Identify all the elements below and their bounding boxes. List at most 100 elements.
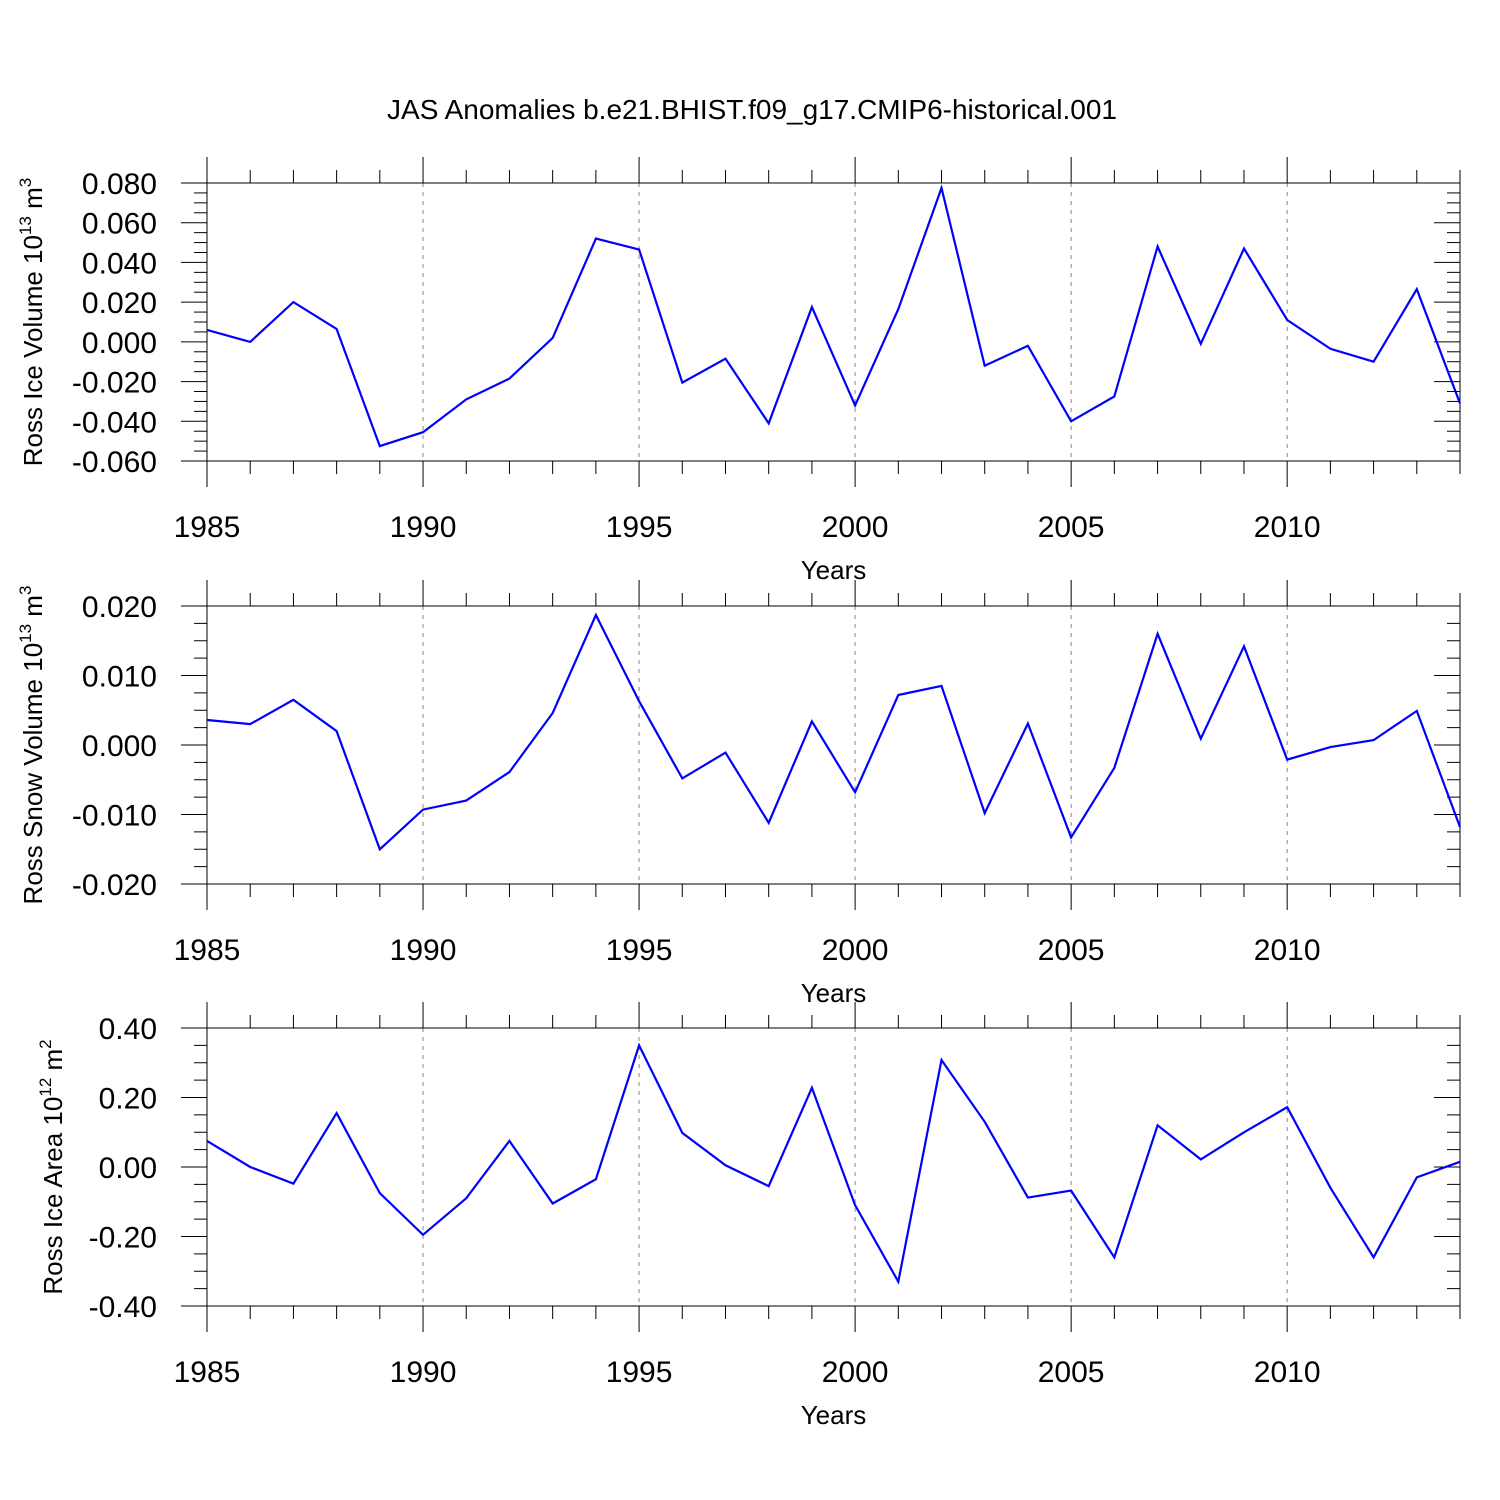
y-tick-label: -0.010: [72, 800, 157, 833]
y-tick-label: 0.40: [99, 1013, 157, 1046]
data-point: [1199, 1157, 1203, 1161]
data-point: [1026, 1196, 1030, 1200]
data-point: [551, 711, 555, 715]
data-point: [421, 808, 425, 812]
data-point: [940, 186, 944, 190]
data-point: [507, 770, 511, 774]
data-point: [1285, 758, 1289, 762]
data-point: [767, 1184, 771, 1188]
data-point: [1199, 737, 1203, 741]
x-tick-label: 1990: [390, 1356, 457, 1389]
data-point: [810, 305, 814, 309]
y-tick-label: -0.020: [72, 367, 157, 400]
y-tick-label: 0.020: [82, 287, 157, 320]
data-point: [594, 237, 598, 241]
data-point: [1156, 632, 1160, 636]
data-point: [205, 1139, 209, 1143]
data-point: [1285, 318, 1289, 322]
data-point: [1112, 766, 1116, 770]
x-tick-label: 1985: [174, 1356, 241, 1389]
y-axis-title-exponent: 13: [16, 624, 35, 643]
data-point: [637, 699, 641, 703]
y-tick-label: -0.040: [72, 406, 157, 439]
y-axis-title-exponent: 12: [36, 1078, 55, 1097]
data-point: [1372, 1255, 1376, 1259]
y-axis-title-exponent: 13: [16, 216, 35, 235]
data-point: [594, 1177, 598, 1181]
data-point: [507, 377, 511, 381]
data-point: [205, 328, 209, 332]
y-axis-title: Ross Ice Volume 1013 m3: [16, 178, 48, 467]
x-tick-label: 2000: [822, 511, 889, 544]
data-point: [421, 1233, 425, 1237]
y-axis-title-unit-exponent: 2: [36, 1039, 55, 1048]
data-point: [1415, 287, 1419, 291]
data-point: [940, 684, 944, 688]
y-axis-title-unit-exponent: 3: [16, 178, 35, 187]
y-tick-label: 0.000: [82, 730, 157, 763]
data-point: [248, 1165, 252, 1169]
data-point: [680, 381, 684, 385]
y-tick-label: 0.010: [82, 661, 157, 694]
data-point: [810, 1086, 814, 1090]
data-point: [1026, 344, 1030, 348]
data-point: [1285, 1105, 1289, 1109]
series-line: [206, 184, 1462, 448]
data-point: [983, 364, 987, 368]
y-tick-label: -0.060: [72, 446, 157, 479]
data-point: [810, 719, 814, 723]
x-tick-label: 2010: [1254, 934, 1321, 967]
data-point: [378, 1191, 382, 1195]
data-point: [1415, 1175, 1419, 1179]
data-point: [1199, 342, 1203, 346]
data-point: [248, 340, 252, 344]
data-point: [1069, 419, 1073, 423]
data-point: [464, 799, 468, 803]
data-point: [421, 430, 425, 434]
x-axis-title: Years: [801, 978, 867, 1008]
data-point: [335, 327, 339, 331]
data-point: [1458, 1160, 1462, 1164]
data-point: [1112, 1255, 1116, 1259]
x-tick-label: 2000: [822, 934, 889, 967]
y-axis-title-unit: m: [38, 1049, 68, 1078]
chart-panel-2: 1985 1990 1995 2000 2005 2010 0.020 0.010 0.000 -…: [16, 580, 1462, 1008]
x-tick-label: 1995: [606, 1356, 673, 1389]
x-tick-label: 1985: [174, 511, 241, 544]
data-point: [1372, 738, 1376, 742]
figure-title: JAS Anomalies b.e21.BHIST.f09_g17.CMIP6-…: [387, 94, 1117, 125]
data-point: [464, 1196, 468, 1200]
y-axis-title-unit: m: [18, 595, 48, 624]
data-point: [1458, 401, 1462, 405]
data-point: [1242, 247, 1246, 251]
data-point: [896, 693, 900, 697]
data-point: [291, 698, 295, 702]
data-point: [378, 444, 382, 448]
chart-panel-1: 1985 1990 1995 2000 2005 2010 0.080 0.060 0.040 0…: [16, 157, 1462, 585]
plot-frame: [206, 605, 1461, 885]
x-axis-title: Years: [801, 1400, 867, 1430]
panels: 1985 1990 1995 2000 2005 2010 0.080 0.060 0.040 0…: [16, 157, 1462, 1430]
y-tick-label: 0.080: [82, 168, 157, 201]
data-point: [983, 1120, 987, 1124]
data-point: [335, 729, 339, 733]
y-axis-title: Ross Snow Volume 1013 m3: [16, 586, 48, 905]
x-axis-title: Years: [801, 555, 867, 585]
plot-frame: [206, 182, 1461, 462]
y-tick-label: 0.060: [82, 208, 157, 241]
data-point: [1069, 835, 1073, 839]
data-point: [1156, 1123, 1160, 1127]
series-line: [206, 1042, 1461, 1285]
x-tick-label: 2000: [822, 1356, 889, 1389]
data-point: [637, 248, 641, 252]
y-tick-label: 0.20: [99, 1083, 157, 1116]
data-point: [896, 1280, 900, 1284]
x-tick-label: 2005: [1038, 1356, 1105, 1389]
y-tick-label: -0.40: [89, 1291, 157, 1324]
data-point: [205, 718, 209, 722]
y-tick-label: -0.20: [89, 1222, 157, 1255]
data-point: [767, 421, 771, 425]
data-point: [853, 1203, 857, 1207]
data-point: [680, 776, 684, 780]
